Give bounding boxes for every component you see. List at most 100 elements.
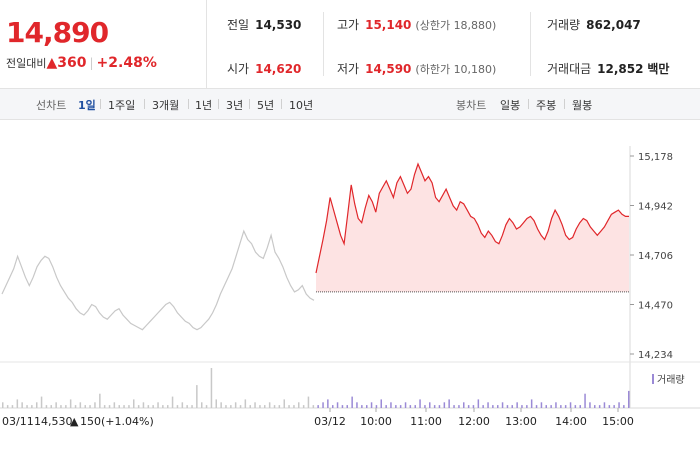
y-tick-label: 14,942 (638, 202, 673, 213)
volume-bar (628, 390, 630, 408)
tab-1day[interactable]: 1일 (78, 99, 96, 112)
volume-bar (487, 402, 489, 408)
volume-bar (332, 405, 334, 408)
volume-bar (589, 402, 591, 408)
volume-bar (370, 402, 373, 408)
volume-bar (167, 405, 169, 408)
y-tick-label: 15,178 (638, 152, 673, 163)
volume-bar (521, 405, 523, 408)
volume-bar (380, 399, 382, 408)
x-tick-label: 14:00 (555, 415, 587, 428)
volume-bar (477, 399, 480, 408)
volume-bar (433, 405, 436, 408)
volume-bar (497, 405, 499, 408)
volume-bar (618, 402, 620, 408)
x-tick-label: 15:00 (602, 415, 634, 428)
volume-bar (128, 405, 130, 408)
tab-daily-candle[interactable]: 일봉 (500, 99, 521, 112)
volume-bar (458, 405, 460, 408)
tab-weekly-candle[interactable]: 주봉 (536, 99, 557, 112)
tab-1year[interactable]: 1년 (195, 99, 213, 112)
volume-bar (453, 405, 455, 408)
volume-bar (239, 405, 242, 408)
volume-bar (419, 399, 421, 408)
prev-day-arrow: ▲ (70, 415, 79, 428)
volume-legend-label: 거래량 (657, 374, 685, 386)
volume-bar (545, 405, 547, 408)
y-tick-label: 14,470 (638, 301, 673, 312)
volume-bar (584, 393, 586, 408)
volume-bar (69, 399, 72, 408)
volume-bar (351, 396, 353, 408)
volume-bar (196, 385, 198, 408)
volume-bar (598, 405, 601, 408)
quote-stats: 전일 14,530 시가 14,620 고가 15,140 (상한가 18,880) 저… (207, 0, 700, 88)
volume-legend-swatch (652, 374, 654, 384)
volume-bar (608, 405, 611, 408)
volume-bar (36, 402, 38, 408)
volume-bar (390, 402, 392, 408)
stat-high: 고가 15,140 (상한가 18,880) (337, 18, 497, 32)
volume-bar (550, 405, 552, 408)
stat-open: 시가 14,620 (227, 62, 302, 76)
prev-day-change-pct: (+1.04%) (101, 415, 154, 428)
volume-bar (399, 405, 402, 408)
volume-bar (220, 402, 222, 408)
volume-bar (395, 405, 397, 408)
tab-3month[interactable]: 3개월 (152, 99, 180, 112)
volume-bar (99, 393, 101, 408)
volume-bar (448, 399, 450, 408)
volume-bar (594, 405, 596, 408)
volume-bar (579, 405, 581, 408)
volume-bar (50, 405, 52, 408)
volume-bar (414, 405, 416, 408)
volume-bar (113, 402, 116, 408)
volume-bar (108, 405, 111, 408)
volume-bar (133, 399, 135, 408)
volume-bar (2, 402, 4, 408)
current-price: 14,890 (6, 16, 109, 49)
volume-bar (526, 405, 528, 408)
volume-bar (516, 402, 518, 408)
tab-10year[interactable]: 10년 (289, 99, 314, 112)
volume-bar (467, 405, 470, 408)
volume-bar (171, 396, 174, 408)
volume-bar (385, 405, 387, 408)
volume-bar (569, 402, 572, 408)
volume-bar (162, 405, 164, 408)
prev-day-line (1, 229, 315, 331)
volume-bar (293, 405, 295, 408)
volume-bar (205, 405, 208, 408)
volume-bar (298, 402, 300, 408)
price-area-fill (316, 164, 629, 292)
volume-bar (317, 405, 319, 408)
volume-bar (463, 402, 465, 408)
tab-5year[interactable]: 5년 (257, 99, 275, 112)
volume-bar (492, 405, 494, 408)
volume-bar (603, 402, 606, 408)
volume-bar (16, 399, 19, 408)
volume-bar (137, 405, 140, 408)
volume-bar (118, 405, 120, 408)
tab-3year[interactable]: 3년 (226, 99, 244, 112)
volume-bar (283, 399, 285, 408)
candle-chart-label: 봉차트 (456, 99, 487, 112)
volume-bar (273, 405, 276, 408)
volume-bar (501, 402, 504, 408)
intraday-price-chart: 15,178 14,942 14,706 14,470 14,234 거래량 03/12… (0, 146, 700, 428)
volume-bar (65, 405, 67, 408)
volume-bar (424, 405, 426, 408)
prev-day-change: 150 (80, 415, 101, 428)
volume-bar (322, 402, 324, 408)
tab-1week[interactable]: 1주일 (108, 99, 136, 112)
quote-header: 14,890 전일대비▲360 | +2.48% 전일 14,530 시가 14,620… (0, 0, 700, 89)
volume-bar (613, 405, 615, 408)
tab-monthly-candle[interactable]: 월봉 (572, 99, 593, 112)
volume-bar (142, 402, 145, 408)
volume-bar (540, 402, 543, 408)
volume-bar (278, 405, 281, 408)
volume-bar (312, 405, 315, 408)
volume-bar (74, 405, 77, 408)
volume-bar (186, 405, 188, 408)
up-arrow-icon: ▲ (46, 55, 58, 71)
